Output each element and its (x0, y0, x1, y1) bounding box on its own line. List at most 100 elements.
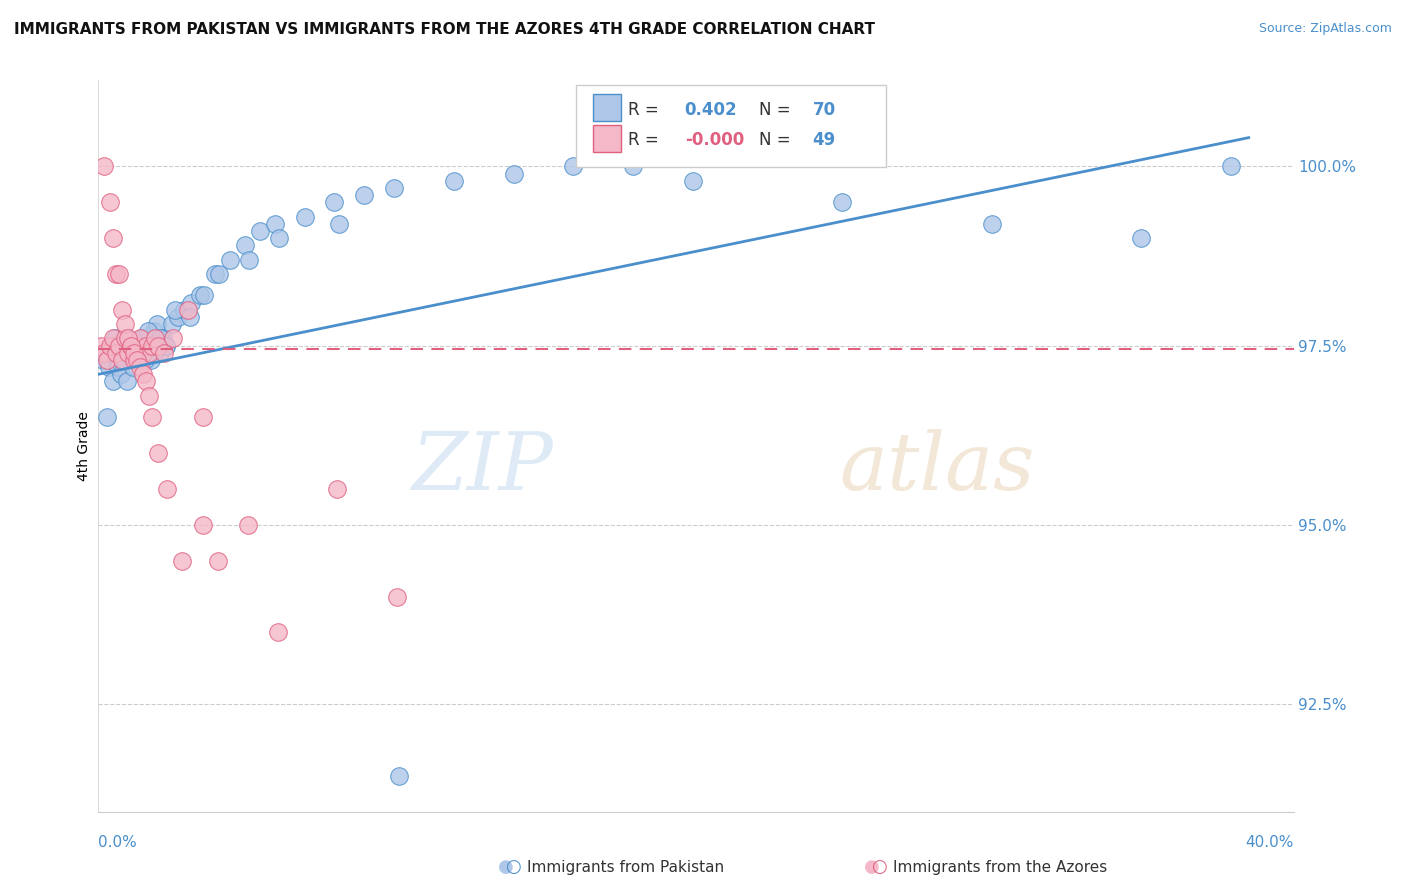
Text: 0.0%: 0.0% (98, 836, 138, 850)
Point (263, 217, 285, 231)
Point (93, 159, 115, 173)
Point (118, 338, 141, 352)
Point (105, 267, 128, 281)
Point (149, 331, 172, 345)
Point (155, 338, 177, 352)
Point (191, 517, 214, 532)
Point (94, 345, 117, 359)
Point (96, 353, 118, 368)
Point (114, 317, 136, 331)
Point (111, 302, 134, 317)
Point (145, 317, 167, 331)
Point (117, 331, 139, 345)
Point (172, 554, 194, 568)
Point (831, 195, 853, 210)
Text: ○: ○ (870, 858, 887, 876)
Point (162, 331, 184, 345)
Point (139, 338, 162, 352)
Y-axis label: 4th Grade: 4th Grade (77, 411, 91, 481)
Point (166, 310, 188, 324)
Point (97, 360, 120, 375)
Point (103, 231, 125, 245)
Point (193, 288, 215, 302)
Point (139, 353, 162, 368)
Point (326, 482, 349, 496)
Point (143, 331, 166, 345)
Point (125, 338, 148, 352)
Point (153, 345, 176, 359)
Point (502, 167, 524, 181)
Point (114, 331, 136, 345)
Point (443, 174, 465, 188)
Text: 40.0%: 40.0% (1246, 836, 1294, 850)
Point (682, 174, 704, 188)
Point (127, 338, 149, 352)
Point (117, 345, 139, 359)
Point (107, 353, 129, 368)
Point (98, 338, 122, 352)
Point (236, 517, 259, 532)
Point (1219, 159, 1241, 173)
Point (132, 368, 155, 382)
Point (115, 331, 138, 345)
Point (93, 345, 115, 359)
Text: IMMIGRANTS FROM PAKISTAN VS IMMIGRANTS FROM THE AZORES 4TH GRADE CORRELATION CHA: IMMIGRANTS FROM PAKISTAN VS IMMIGRANTS F… (14, 22, 875, 37)
Point (131, 331, 153, 345)
Point (269, 231, 291, 245)
Point (96, 410, 118, 425)
Point (353, 188, 375, 202)
Point (173, 302, 195, 317)
Point (294, 210, 316, 224)
Point (115, 375, 138, 389)
Point (112, 338, 135, 352)
Point (125, 353, 148, 368)
Text: ○: ○ (505, 858, 522, 876)
Text: 0.402: 0.402 (685, 101, 737, 119)
Point (141, 410, 163, 425)
Point (141, 338, 163, 352)
Point (121, 360, 143, 375)
Point (108, 267, 131, 281)
Point (120, 338, 142, 352)
Point (148, 446, 170, 460)
Point (118, 345, 141, 359)
Point (267, 625, 290, 640)
Point (128, 338, 150, 352)
Point (134, 345, 156, 359)
Point (128, 345, 150, 359)
Text: R =: R = (628, 101, 659, 119)
Point (136, 338, 159, 352)
Point (180, 295, 202, 310)
Point (204, 267, 226, 281)
Point (328, 217, 350, 231)
Text: ZIP: ZIP (411, 429, 553, 507)
Point (127, 353, 149, 368)
Text: Source: ZipAtlas.com: Source: ZipAtlas.com (1258, 22, 1392, 36)
Point (382, 181, 405, 195)
Point (90, 338, 112, 352)
Point (163, 302, 186, 317)
Point (98, 195, 122, 210)
Point (121, 345, 143, 359)
Point (188, 288, 211, 302)
Point (160, 317, 183, 331)
Point (388, 769, 411, 783)
Point (562, 159, 585, 173)
Point (148, 338, 170, 352)
Point (156, 482, 179, 496)
Point (191, 410, 214, 425)
Point (1130, 231, 1153, 245)
Point (103, 375, 125, 389)
Point (135, 338, 157, 352)
Point (111, 353, 134, 368)
Point (107, 360, 129, 375)
Text: Immigrants from the Azores: Immigrants from the Azores (893, 860, 1107, 874)
Point (385, 590, 409, 604)
Text: ●: ● (863, 858, 880, 876)
Text: atlas: atlas (839, 429, 1035, 507)
Point (207, 554, 229, 568)
Text: N =: N = (759, 101, 790, 119)
Point (134, 353, 156, 368)
Point (105, 345, 128, 359)
Point (155, 338, 177, 352)
